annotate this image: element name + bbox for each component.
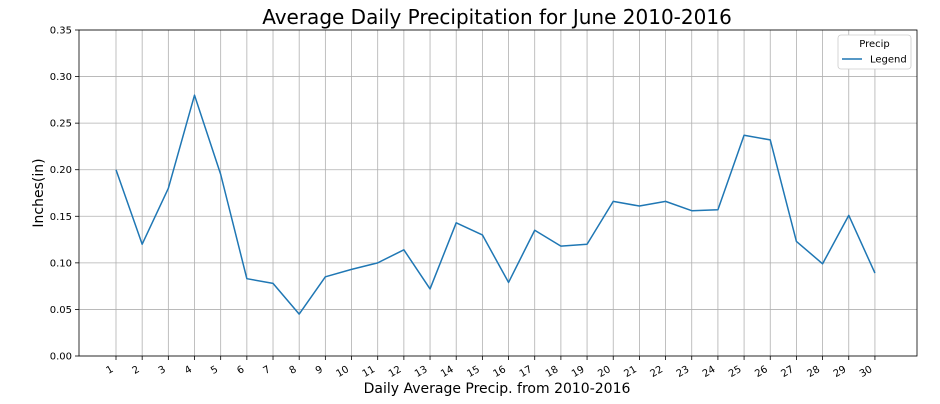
x-tick-label: 6 (235, 364, 246, 377)
y-tick-label: 0.05 (50, 305, 72, 316)
y-axis-label: Inches(in) (31, 158, 47, 227)
x-tick-label: 17 (518, 364, 535, 380)
x-tick-label: 27 (779, 364, 796, 380)
y-tick-label: 0.30 (50, 72, 72, 83)
grid-lines (79, 29, 917, 357)
x-tick-label: 19 (570, 364, 587, 380)
legend-box (837, 34, 912, 70)
x-tick-label: 9 (314, 364, 325, 377)
legend-title: Precip (859, 39, 890, 50)
series-layer (115, 94, 876, 315)
series-line-legend (115, 94, 876, 315)
x-tick-label: 11 (361, 364, 378, 380)
x-tick-label: 1 (104, 364, 115, 377)
x-tick-label: 29 (832, 364, 849, 380)
x-tick-label: 22 (649, 364, 666, 380)
x-tick-label: 24 (701, 364, 718, 380)
x-tick-label: 3 (157, 364, 168, 377)
x-tick-label: 14 (439, 364, 456, 380)
x-tick-label: 7 (261, 364, 272, 377)
x-tick-label: 15 (465, 364, 482, 380)
legend: Precip Legend (837, 34, 912, 70)
x-tick-label: 18 (544, 364, 561, 380)
legend-entry-label: Legend (870, 55, 907, 66)
x-axis: 1 2 3 4 5 6 7 8 9 10 11 12 13 14 15 16 17 18 19 20 21 22 23 24 2… (104, 356, 876, 380)
x-tick-label: 2 (131, 364, 142, 377)
y-tick-label: 0.20 (50, 165, 72, 176)
x-tick-label: 12 (387, 364, 404, 380)
x-tick-label: 26 (753, 364, 770, 380)
x-tick-label: 16 (492, 364, 509, 380)
x-tick-label: 13 (413, 364, 430, 380)
x-tick-label: 4 (183, 364, 194, 377)
y-tick-label: 0.15 (50, 212, 72, 223)
chart-title: Average Daily Precipitation for June 201… (262, 5, 732, 29)
x-tick-label: 23 (675, 364, 692, 380)
x-tick-label: 8 (288, 364, 299, 377)
plot-frame (78, 29, 918, 357)
x-tick-label: 28 (806, 364, 823, 380)
x-tick-label: 20 (596, 364, 613, 380)
x-tick-label: 30 (858, 364, 875, 380)
y-tick-label: 0.00 (50, 352, 72, 363)
y-axis: 0.00 0.05 0.10 0.15 0.20 0.25 0.30 0.35 (50, 26, 79, 363)
y-tick-label: 0.35 (50, 26, 72, 37)
x-tick-label: 10 (335, 364, 352, 380)
y-tick-label: 0.25 (50, 119, 72, 130)
x-axis-label: Daily Average Precip. from 2010-2016 (364, 381, 631, 397)
x-tick-label: 25 (727, 364, 744, 380)
y-tick-label: 0.10 (50, 258, 72, 269)
x-tick-label: 5 (209, 364, 220, 377)
x-tick-label: 21 (622, 364, 639, 380)
